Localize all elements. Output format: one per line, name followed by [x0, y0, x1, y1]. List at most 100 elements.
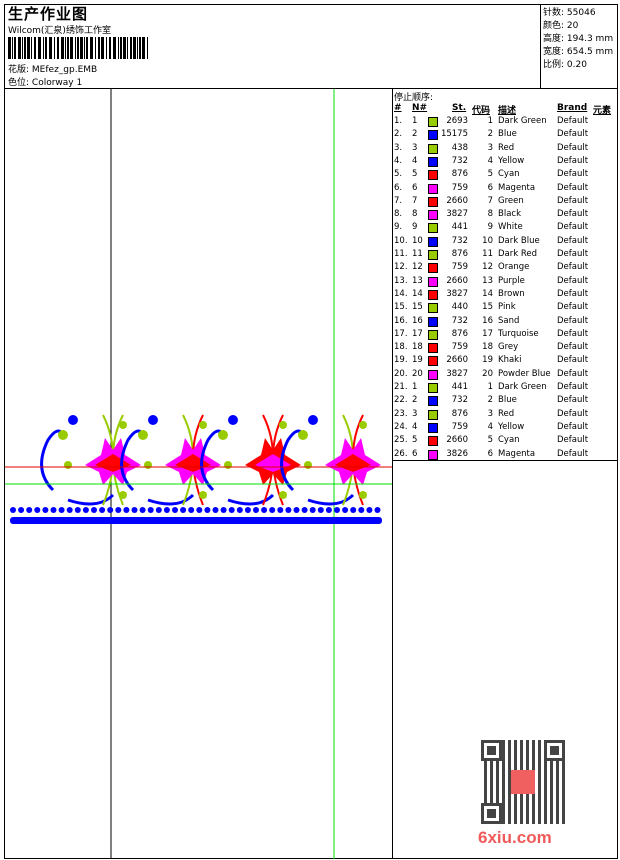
barcode-bar — [127, 37, 128, 59]
small-flower — [199, 491, 207, 499]
border-bead — [74, 507, 81, 513]
qr-module — [544, 788, 547, 791]
row-code: 3 — [487, 408, 493, 419]
qr-module — [520, 812, 523, 815]
row-brand: Default — [557, 222, 589, 233]
qr-module — [538, 797, 541, 800]
border-bead — [236, 507, 243, 513]
qr-module — [508, 740, 511, 743]
row-index: 26. — [394, 448, 408, 459]
row-needle: 2 — [412, 129, 418, 140]
qr-module — [544, 776, 547, 779]
qr-module — [520, 809, 523, 812]
qr-module — [526, 746, 529, 749]
row-index: 23. — [394, 408, 408, 419]
qr-module — [514, 749, 517, 752]
qr-module — [562, 794, 565, 797]
row-description: Magenta — [498, 448, 536, 459]
border-bead — [301, 507, 308, 513]
qr-module — [544, 764, 547, 767]
color-swatch — [428, 316, 438, 327]
row-stitches: 3827 — [446, 368, 468, 379]
border-bead — [325, 507, 332, 513]
qr-module — [526, 758, 529, 761]
row-code: 5 — [487, 435, 493, 446]
border-bead — [244, 507, 251, 513]
qr-module — [532, 755, 535, 758]
qr-module — [508, 749, 511, 752]
qr-module — [544, 770, 547, 773]
row-needle: 14 — [412, 288, 423, 299]
barcode-bar — [77, 37, 79, 59]
qr-module — [526, 818, 529, 821]
qr-module — [502, 812, 505, 815]
border-bead — [139, 507, 146, 513]
color-swatch — [428, 117, 438, 127]
qr-module — [520, 797, 523, 800]
qr-module — [502, 743, 505, 746]
qr-module — [514, 758, 517, 761]
row-code: 11 — [482, 249, 493, 259]
row-brand: Default — [557, 448, 589, 459]
qr-module — [526, 752, 529, 755]
qr-module — [544, 818, 547, 821]
qr-module — [550, 764, 553, 767]
table-row: 18. 18 759 18 Grey Default — [394, 342, 616, 355]
row-needle: 1 — [412, 382, 418, 392]
qr-module — [508, 815, 511, 818]
row-needle: 6 — [412, 182, 418, 193]
border-band — [10, 517, 382, 524]
barcode-bar — [98, 37, 100, 59]
row-index: 25. — [394, 435, 408, 446]
design-label: 花版: — [8, 65, 30, 75]
table-row: 23. 3 876 3 Red Default — [394, 409, 616, 422]
row-stitches: 2660 — [446, 435, 468, 446]
row-index: 15. — [394, 302, 408, 313]
qr-module — [490, 767, 493, 770]
row-stitches: 3827 — [446, 209, 468, 220]
stat-item: 高度: 194.3 mm — [543, 31, 613, 44]
color-swatch — [428, 436, 438, 447]
panel-divider — [392, 88, 393, 859]
barcode-bar — [142, 37, 145, 59]
qr-module — [526, 755, 529, 758]
barcode-bar — [70, 37, 73, 59]
row-needle: 19 — [412, 355, 423, 366]
qr-module — [502, 761, 505, 764]
qr-module — [538, 782, 541, 785]
row-code: 19 — [482, 355, 493, 366]
row-brand: Default — [557, 315, 589, 326]
qr-module — [508, 773, 511, 776]
qr-module — [544, 761, 547, 764]
row-index: 10. — [394, 235, 408, 246]
qr-module — [520, 764, 523, 767]
qr-finder — [481, 803, 502, 824]
barcode-bar — [27, 37, 30, 59]
qr-module — [502, 767, 505, 770]
row-brand: Default — [557, 421, 589, 432]
row-needle: 3 — [412, 408, 418, 419]
qr-module — [496, 767, 499, 770]
qr-module — [550, 773, 553, 776]
stat-value: 0.20 — [566, 60, 587, 70]
qr-module — [514, 767, 517, 770]
border-bead — [309, 507, 316, 513]
qr-module — [496, 788, 499, 791]
qr-module — [562, 764, 565, 767]
border-bead — [253, 507, 259, 513]
row-description: Cyan — [498, 169, 520, 180]
qr-module — [526, 764, 529, 767]
qr-module — [514, 812, 517, 815]
qr-module — [490, 785, 493, 788]
qr-module — [538, 812, 541, 815]
border-bead — [277, 507, 284, 513]
scroll-stem — [67, 493, 115, 506]
table-row: 11. 11 876 11 Dark Red Default — [394, 249, 616, 262]
row-needle: 10 — [412, 235, 423, 246]
qr-module — [508, 797, 511, 800]
border-bead — [91, 507, 97, 513]
qr-module — [526, 821, 529, 824]
row-stitches: 732 — [451, 315, 468, 326]
qr-module — [526, 794, 529, 797]
qr-module — [532, 758, 535, 761]
